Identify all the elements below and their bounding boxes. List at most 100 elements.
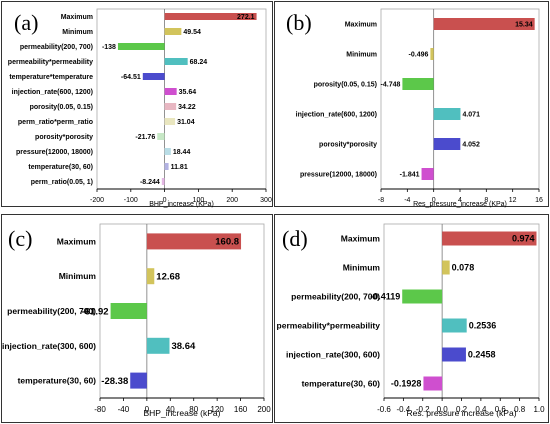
value-label: 35.64 [179, 89, 197, 96]
bar [164, 118, 176, 125]
x-tick-label: 1.0 [533, 405, 545, 414]
panel-frame [1, 1, 273, 207]
category-label: Maximum [341, 233, 381, 243]
value-label: 160.8 [215, 237, 239, 248]
value-label: -64.51 [121, 74, 141, 81]
x-tick-label: 120 [210, 405, 224, 414]
x-tick-label: 0 [145, 405, 150, 414]
category-label: porosity*porosity [35, 134, 93, 141]
value-label: -138 [102, 44, 116, 51]
bar [433, 108, 461, 120]
bar [442, 347, 466, 362]
x-tick-label: -0.4 [396, 405, 410, 414]
bar [430, 48, 434, 60]
category-label: porosity*porosity [319, 141, 377, 148]
plot-area [380, 8, 540, 190]
category-label: perm_ratio*perm_ratio [18, 119, 93, 126]
value-label: 4.071 [462, 111, 480, 118]
panel-frame [1, 214, 273, 423]
category-label: injection_rate(300, 600) [2, 341, 96, 351]
bar [157, 133, 165, 140]
x-tick-label: -8 [378, 197, 384, 204]
bar [402, 289, 443, 304]
bar [117, 43, 165, 50]
value-label: 34.22 [178, 104, 196, 111]
category-label: Maximum [57, 236, 97, 246]
chart-panel-c: -80 -40 0 40 80 120 160 200 BHP_increase (kPa) Ma… [1, 214, 273, 423]
category-label: Maximum [345, 21, 377, 28]
x-tick-label: 0.4 [475, 405, 487, 414]
x-tick-label: 200 [257, 405, 271, 414]
x-tick-label: 16 [535, 197, 543, 204]
bar [164, 148, 171, 155]
category-label: Minimum [59, 271, 97, 281]
panel-label: (a) [14, 10, 38, 35]
category-label: pressure(12000, 18000) [300, 171, 377, 178]
category-label: Minimum [343, 262, 381, 272]
bar [433, 138, 461, 150]
plot-area [383, 223, 540, 399]
category-label: injection_rate(300, 600) [286, 349, 380, 359]
panel-label: (b) [286, 10, 312, 35]
bar [164, 163, 169, 170]
value-label: -21.76 [135, 134, 155, 141]
value-label: -28.38 [101, 376, 128, 387]
value-label: -0.1928 [391, 379, 422, 389]
value-label: 11.81 [171, 164, 188, 171]
category-label: temperature*temperature [9, 74, 93, 81]
bar [146, 268, 155, 285]
bar [110, 303, 147, 319]
x-tick-label: 0 [432, 197, 436, 204]
value-label: -0.496 [409, 51, 429, 58]
category-label: Maximum [61, 14, 93, 21]
value-label: 272.1 [237, 14, 255, 21]
bar [433, 18, 535, 30]
value-label: 4.052 [462, 141, 480, 148]
x-axis-title: BHP_increase (kPa) [143, 408, 220, 418]
x-axis-title: Res. pressure increase (kPa) [406, 408, 516, 418]
category-label: injection_rate(600, 1200) [12, 89, 93, 96]
panel-frame [274, 1, 549, 207]
x-tick-label: -40 [118, 405, 130, 414]
value-label: 0.974 [512, 234, 535, 244]
bar [161, 178, 165, 185]
category-label: permeability(200, 700) [20, 44, 93, 51]
x-tick-label: 0.0 [437, 405, 449, 414]
x-tick-label: 0 [163, 197, 167, 204]
bar [442, 231, 537, 246]
value-label: 68.24 [190, 59, 208, 66]
value-label: 49.54 [183, 29, 201, 36]
x-tick-label: 0.6 [495, 405, 507, 414]
bar [442, 318, 467, 333]
bar [130, 372, 147, 389]
value-label: 0.078 [452, 263, 475, 273]
category-label: pressure(12000, 18000) [16, 149, 93, 156]
value-label: 31.04 [177, 119, 195, 126]
panel-label: (c) [8, 226, 32, 251]
x-tick-label: 12 [509, 197, 517, 204]
category-label: permeability(200, 700) [7, 306, 96, 316]
bar [142, 73, 165, 80]
x-tick-label: 160 [234, 405, 248, 414]
chart-panel-d: -0.6 -0.4 -0.2 0.0 0.2 0.4 0.6 0.8 1.0 Res. press… [274, 214, 549, 423]
bar [442, 260, 450, 275]
value-label: -1.841 [400, 171, 420, 178]
category-label: permeability(200, 700) [291, 291, 380, 301]
category-label: perm_ratio(0.05, 1) [31, 179, 93, 186]
value-label: 15.34 [515, 21, 533, 28]
x-tick-label: 200 [226, 197, 238, 204]
panel-frame [274, 214, 549, 423]
category-label: permeability*permeability [277, 320, 381, 330]
bar [146, 337, 170, 354]
bar [164, 88, 177, 95]
bar [164, 13, 257, 20]
category-label: injection_rate(600, 1200) [296, 111, 377, 118]
x-tick-label: -80 [94, 405, 106, 414]
x-tick-label: -100 [124, 197, 138, 204]
value-label: 0.2458 [468, 350, 496, 360]
x-tick-label: 0.2 [456, 405, 468, 414]
bar [146, 233, 242, 250]
x-tick-label: -0.6 [377, 405, 391, 414]
value-label: -4.748 [381, 81, 401, 88]
